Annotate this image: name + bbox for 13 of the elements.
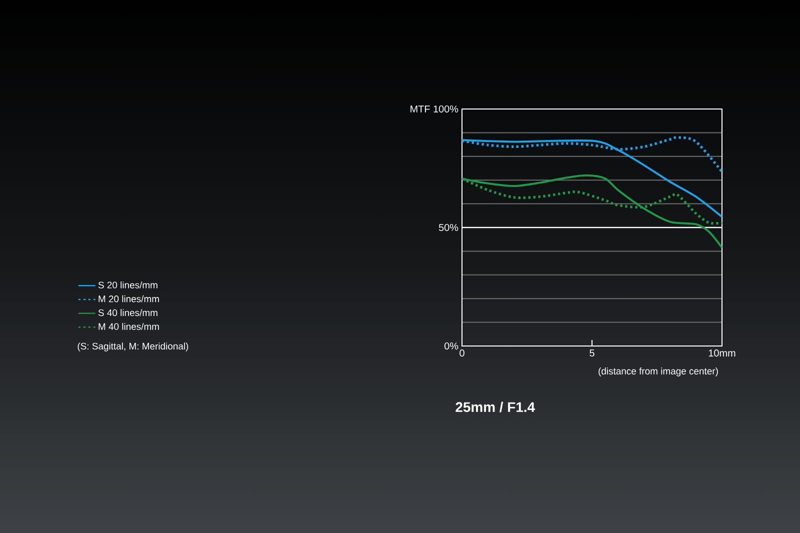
y-tick-label: 0% [444,342,458,350]
x-axis-title: (distance from image center) [598,368,718,376]
x-tick-label: 10mm [708,350,736,357]
text: 25mm / F1.4 [456,402,535,412]
text: (S: Sagittal, M: Meridional) [78,342,188,352]
y-tick-label: MTF 100% [410,105,458,113]
y-tick-label: 50% [438,224,458,232]
x-tick-label: 0 [460,350,464,357]
legend-label: M 20 lines/mm [98,295,159,302]
x-tick-label: 5 [590,350,594,356]
legend-label: S 20 lines/mm [98,281,158,288]
legend-label: M 40 lines/mm [98,322,159,330]
legend-label: S 40 lines/mm [98,309,158,316]
